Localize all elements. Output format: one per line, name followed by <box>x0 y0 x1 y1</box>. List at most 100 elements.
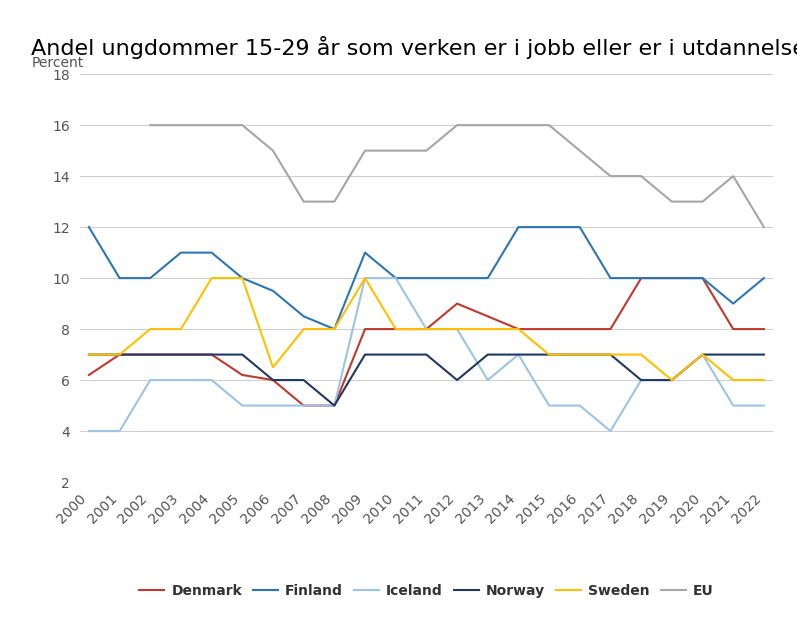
Denmark <box>759 325 768 332</box>
Iceland <box>84 428 94 435</box>
Iceland <box>606 428 615 435</box>
Finland <box>269 287 278 295</box>
EU <box>238 121 247 129</box>
Sweden <box>269 363 278 371</box>
Iceland <box>146 376 155 384</box>
Finland <box>391 274 401 282</box>
Norway <box>483 351 493 358</box>
Norway <box>146 351 155 358</box>
Sweden <box>728 376 738 384</box>
Finland <box>207 249 217 256</box>
Denmark <box>207 351 217 358</box>
Denmark <box>238 371 247 379</box>
EU <box>207 121 217 129</box>
Sweden <box>238 274 247 282</box>
EU <box>606 172 615 180</box>
Finland <box>299 313 308 320</box>
Norway <box>391 351 401 358</box>
Line: Iceland: Iceland <box>89 278 764 431</box>
Iceland <box>360 274 370 282</box>
Denmark <box>330 402 340 409</box>
Finland <box>146 274 155 282</box>
Norway <box>544 351 554 358</box>
Iceland <box>575 402 584 409</box>
Norway <box>330 402 340 409</box>
EU <box>299 198 308 205</box>
Finland <box>728 300 738 307</box>
Norway <box>115 351 124 358</box>
Denmark <box>544 325 554 332</box>
Denmark <box>115 351 124 358</box>
Norway <box>636 376 646 384</box>
Text: Percent: Percent <box>31 56 84 70</box>
Finland <box>452 274 461 282</box>
Sweden <box>452 325 461 332</box>
Norway <box>452 376 461 384</box>
Finland <box>606 274 615 282</box>
Denmark <box>146 351 155 358</box>
Denmark <box>269 376 278 384</box>
Iceland <box>207 376 217 384</box>
Iceland <box>176 376 186 384</box>
EU <box>483 121 493 129</box>
Finland <box>360 249 370 256</box>
Sweden <box>360 274 370 282</box>
Iceland <box>391 274 401 282</box>
Iceland <box>667 376 677 384</box>
Denmark <box>513 325 523 332</box>
Denmark <box>452 300 461 307</box>
Sweden <box>697 351 707 358</box>
Iceland <box>422 325 431 332</box>
Finland <box>636 274 646 282</box>
Denmark <box>391 325 401 332</box>
Denmark <box>176 351 186 358</box>
Norway <box>759 351 768 358</box>
Denmark <box>606 325 615 332</box>
Denmark <box>636 274 646 282</box>
Iceland <box>759 402 768 409</box>
Norway <box>606 351 615 358</box>
Finland <box>544 223 554 231</box>
Finland <box>238 274 247 282</box>
Norway <box>575 351 584 358</box>
Norway <box>84 351 94 358</box>
Denmark <box>84 371 94 379</box>
Sweden <box>391 325 401 332</box>
Norway <box>176 351 186 358</box>
EU <box>269 147 278 154</box>
Finland <box>115 274 124 282</box>
Iceland <box>299 402 308 409</box>
Sweden <box>544 351 554 358</box>
Norway <box>667 376 677 384</box>
Sweden <box>513 325 523 332</box>
Iceland <box>269 402 278 409</box>
Norway <box>238 351 247 358</box>
Norway <box>269 376 278 384</box>
Sweden <box>606 351 615 358</box>
Finland <box>330 325 340 332</box>
Sweden <box>330 325 340 332</box>
Sweden <box>84 351 94 358</box>
Iceland <box>330 402 340 409</box>
Sweden <box>483 325 493 332</box>
Denmark <box>422 325 431 332</box>
Iceland <box>697 351 707 358</box>
Norway <box>513 351 523 358</box>
Iceland <box>115 428 124 435</box>
Sweden <box>115 351 124 358</box>
Sweden <box>575 351 584 358</box>
EU <box>422 147 431 154</box>
Denmark <box>697 274 707 282</box>
Finland <box>84 223 94 231</box>
Line: EU: EU <box>151 125 764 227</box>
Legend: Denmark, Finland, Iceland, Norway, Sweden, EU: Denmark, Finland, Iceland, Norway, Swede… <box>134 578 719 604</box>
EU <box>636 172 646 180</box>
Sweden <box>422 325 431 332</box>
Finland <box>513 223 523 231</box>
EU <box>759 223 768 231</box>
Norway <box>728 351 738 358</box>
EU <box>697 198 707 205</box>
Iceland <box>728 402 738 409</box>
Sweden <box>207 274 217 282</box>
Sweden <box>176 325 186 332</box>
